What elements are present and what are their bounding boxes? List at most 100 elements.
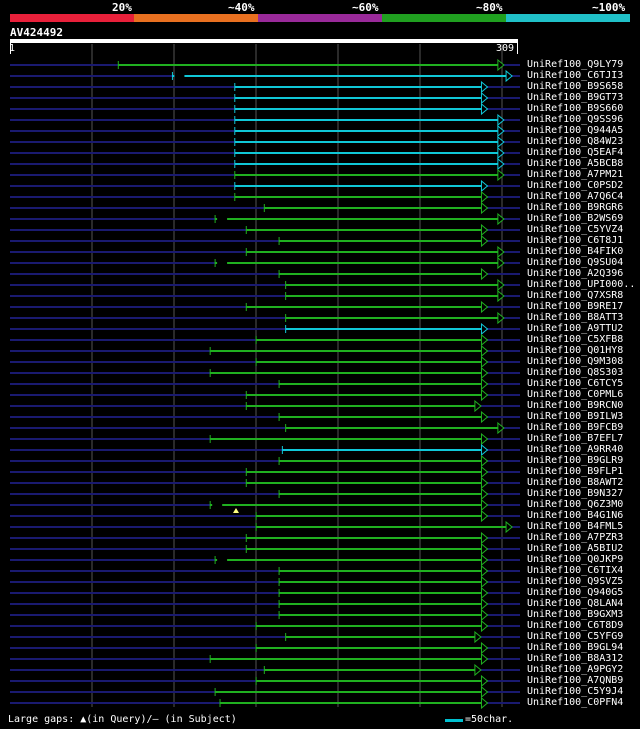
hit-label[interactable]: UniRef100_B9FCB9: [527, 422, 624, 433]
hit-row: [10, 124, 520, 138]
hit-label[interactable]: UniRef100_A5BCB8: [527, 158, 624, 169]
hit-label[interactable]: UniRef100_B8A312: [527, 653, 624, 664]
hit-label[interactable]: UniRef100_B9S660: [527, 103, 624, 114]
hit-label[interactable]: UniRef100_B4G1N6: [527, 510, 624, 521]
hit-row: [10, 388, 520, 402]
hit-row: [10, 256, 520, 270]
legend-scale-bar: [445, 719, 463, 722]
hit-label[interactable]: UniRef100_B9ILW3: [527, 411, 624, 422]
hit-label[interactable]: UniRef100_B9GLR9: [527, 455, 624, 466]
hit-label[interactable]: UniRef100_A9TTU2: [527, 323, 624, 334]
hit-label[interactable]: UniRef100_B9RE17: [527, 301, 624, 312]
hit-row: [10, 113, 520, 127]
hit-arrow-head: [480, 410, 489, 424]
hit-label[interactable]: UniRef100_A7PZR3: [527, 532, 624, 543]
hit-label[interactable]: UniRef100_Q01HY8: [527, 345, 624, 356]
hit-label[interactable]: UniRef100_B9GXM3: [527, 609, 624, 620]
hit-arrow-head: [480, 696, 489, 710]
hit-row: [10, 443, 520, 457]
hit-label[interactable]: UniRef100_Q84W23: [527, 136, 624, 147]
hit-arrow-head: [480, 553, 489, 567]
hit-label[interactable]: UniRef100_A7PM21: [527, 169, 624, 180]
hit-label[interactable]: UniRef100_Q9SU04: [527, 257, 624, 268]
hit-label[interactable]: UniRef100_C6TJI3: [527, 70, 624, 81]
hit-label[interactable]: UniRef100_B8ATT3: [527, 312, 624, 323]
scale-label: ~60%: [352, 1, 379, 14]
hit-label[interactable]: UniRef100_B9GT73: [527, 92, 624, 103]
hit-row: [10, 652, 520, 666]
hit-label[interactable]: UniRef100_C5Y9J4: [527, 686, 624, 697]
hit-label[interactable]: UniRef100_Q7XSR8: [527, 290, 624, 301]
hit-arrow-head: [474, 663, 482, 677]
hit-label[interactable]: UniRef100_Q0JKP9: [527, 554, 624, 565]
hit-arrow-head: [497, 157, 505, 171]
hit-row: [10, 531, 520, 545]
hit-label[interactable]: UniRef100_A9PGY2: [527, 664, 624, 675]
hit-label[interactable]: UniRef100_C6T8D9: [527, 620, 624, 631]
hit-label[interactable]: UniRef100_UPI000..: [527, 279, 636, 290]
hit-row: [10, 245, 520, 259]
hit-row: [10, 366, 520, 380]
hit-label[interactable]: UniRef100_A5BIU2: [527, 543, 624, 554]
hit-label[interactable]: UniRef100_C0PML6: [527, 389, 624, 400]
scale-label: 20%: [112, 1, 132, 14]
hit-label[interactable]: UniRef100_B4FIK0: [527, 246, 624, 257]
hit-label[interactable]: UniRef100_Q940G5: [527, 587, 624, 598]
hit-label[interactable]: UniRef100_A9RR40: [527, 444, 624, 455]
hit-label[interactable]: UniRef100_C5YFG9: [527, 631, 624, 642]
hit-label[interactable]: UniRef100_B9N327: [527, 488, 624, 499]
hit-label[interactable]: UniRef100_Q9SVZ5: [527, 576, 624, 587]
hit-row: [10, 267, 520, 281]
hit-label[interactable]: UniRef100_C0PFN4: [527, 697, 624, 708]
hit-label[interactable]: UniRef100_C6T8J1: [527, 235, 624, 246]
hit-label[interactable]: UniRef100_B4FML5: [527, 521, 624, 532]
hit-label[interactable]: UniRef100_C6TIX4: [527, 565, 624, 576]
hit-label[interactable]: UniRef100_C6TCY5: [527, 378, 624, 389]
hit-arrow-head: [480, 190, 489, 204]
hit-label[interactable]: UniRef100_C0PSD2: [527, 180, 624, 191]
hit-label[interactable]: UniRef100_B9GL94: [527, 642, 624, 653]
hit-row: [10, 190, 520, 204]
hit-label[interactable]: UniRef100_B9FLP1: [527, 466, 624, 477]
hit-row: [10, 91, 520, 105]
hit-arrow-head: [480, 641, 489, 655]
hit-label[interactable]: UniRef100_B2WS69: [527, 213, 624, 224]
query-bar: [10, 39, 518, 43]
hit-label[interactable]: UniRef100_Q9LY79: [527, 59, 624, 70]
hit-label[interactable]: UniRef100_Q944A5: [527, 125, 624, 136]
hit-row: [10, 641, 520, 655]
hit-row: [10, 201, 520, 215]
hit-arrow-head: [480, 608, 489, 622]
hit-arrow-head: [480, 201, 489, 215]
hit-label[interactable]: UniRef100_B8AWT2: [527, 477, 624, 488]
hit-arrow-head: [480, 267, 489, 281]
hit-label[interactable]: UniRef100_A2Q396: [527, 268, 624, 279]
hit-label[interactable]: UniRef100_Q6Z3M0: [527, 499, 624, 510]
hit-arrow-head: [505, 520, 513, 534]
hit-label[interactable]: UniRef100_Q9SS96: [527, 114, 624, 125]
hit-row: [10, 630, 520, 644]
hit-row: [10, 564, 520, 578]
hit-label[interactable]: UniRef100_Q8S303: [527, 367, 624, 378]
hit-row: [10, 586, 520, 600]
hit-label[interactable]: UniRef100_A7Q6C4: [527, 191, 624, 202]
hit-label[interactable]: UniRef100_B9S658: [527, 81, 624, 92]
hit-label[interactable]: UniRef100_B9RCN0: [527, 400, 624, 411]
identity-scale-labels: 20% ~40% ~60% ~80% ~100%: [0, 0, 640, 14]
hit-label[interactable]: UniRef100_C5XFB8: [527, 334, 624, 345]
hit-label[interactable]: UniRef100_B9RGR6: [527, 202, 624, 213]
hit-label[interactable]: UniRef100_B7EFL7: [527, 433, 624, 444]
hit-label[interactable]: UniRef100_Q8LAN4: [527, 598, 624, 609]
hit-label[interactable]: UniRef100_Q5EAF4: [527, 147, 624, 158]
hit-arrow-head: [480, 443, 489, 457]
hit-row: [10, 234, 520, 248]
hit-label[interactable]: UniRef100_C5YVZ4: [527, 224, 624, 235]
hit-label[interactable]: UniRef100_A7QNB9: [527, 675, 624, 686]
hit-label[interactable]: UniRef100_Q9M308: [527, 356, 624, 367]
query-gap-marker: [233, 508, 239, 513]
hit-row: [10, 399, 520, 413]
hit-arrow-head: [497, 58, 505, 72]
query-name: AV424492: [10, 26, 63, 39]
hit-row: [10, 509, 520, 523]
